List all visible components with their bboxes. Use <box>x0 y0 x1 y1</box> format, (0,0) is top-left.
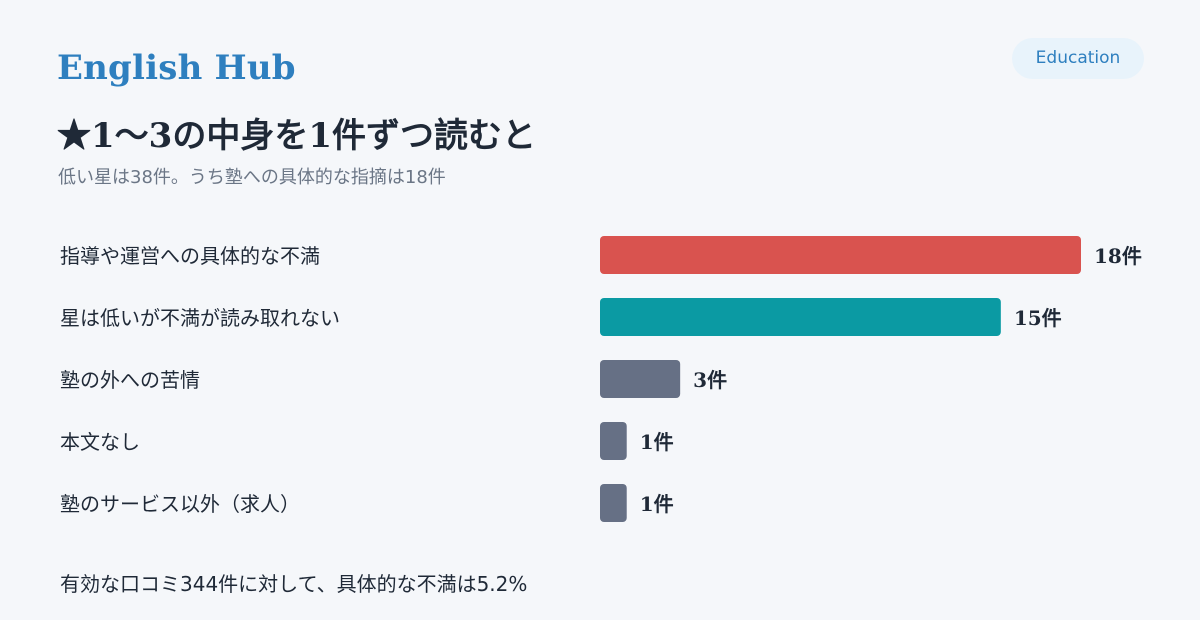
bar <box>600 298 1001 336</box>
bar <box>600 422 627 460</box>
category-label: 星は低いが不満が読み取れない <box>60 306 340 330</box>
footnote: 有効な口コミ344件に対して、具体的な不満は5.2% <box>60 572 528 596</box>
bar <box>600 484 627 522</box>
chart-title: ★1〜3の中身を1件ずつ読むと <box>57 116 536 156</box>
bar-value-label: 18件 <box>1094 244 1142 268</box>
chart-subtitle: 低い星は38件。うち塾への具体的な指摘は18件 <box>58 167 446 188</box>
bar-value-label: 15件 <box>1014 306 1062 330</box>
bar <box>600 360 681 398</box>
bar-value-label: 1件 <box>640 430 674 454</box>
bar <box>600 236 1081 274</box>
category-tag: Education <box>1012 38 1144 79</box>
brand-logo: English Hub <box>57 48 296 88</box>
category-label: 塾のサービス以外（求人） <box>60 492 300 516</box>
category-label: 塾の外への苦情 <box>60 368 200 392</box>
bar-value-label: 3件 <box>693 368 727 392</box>
bar-value-label: 1件 <box>640 492 674 516</box>
category-label: 本文なし <box>60 430 140 454</box>
category-label: 指導や運営への具体的な不満 <box>60 244 320 268</box>
